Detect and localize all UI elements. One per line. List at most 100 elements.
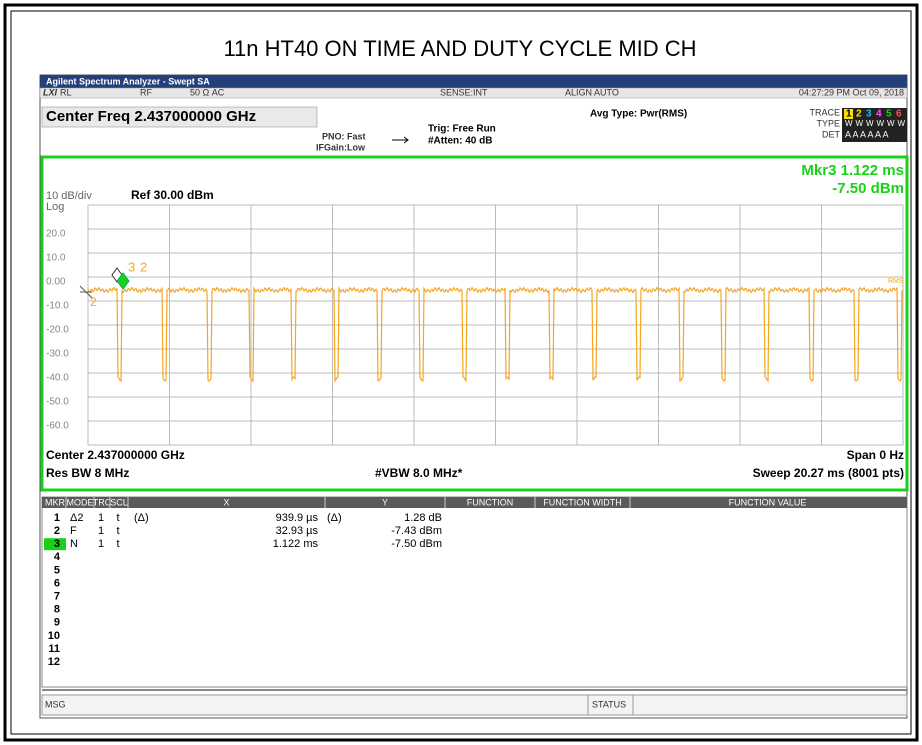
cell-scl: t [116, 512, 119, 524]
footer-res-bw: Res BW 8 MHz [46, 466, 129, 480]
marker-table [41, 496, 908, 688]
y-label: -10.0 [46, 301, 69, 312]
column-header: MKR [45, 497, 66, 507]
footer-center: Center 2.437000000 GHz [46, 448, 185, 462]
cell-mkr: 11 [48, 643, 60, 655]
cell-mkr: 7 [54, 591, 60, 603]
trace-label: TRACE [809, 107, 840, 117]
cell-trc: 1 [98, 525, 104, 537]
rl: RL [60, 87, 72, 97]
trace [87, 286, 904, 383]
separator [42, 689, 907, 691]
status: STATUS [592, 699, 626, 709]
cell-x: 939.9 µs [276, 512, 319, 524]
column-header: Y [382, 497, 388, 507]
trace-num: 5 [886, 109, 892, 120]
cell-x-ref: (Δ) [134, 512, 149, 524]
datetime: 04:27:29 PM Oct 09, 2018 [799, 87, 904, 97]
cell-mkr: 5 [54, 564, 60, 576]
trace-num: 3 [866, 109, 872, 120]
cell-scl: t [116, 538, 119, 550]
table-header-bg [42, 497, 907, 508]
message-bar [41, 694, 908, 716]
cell-mkr: 2 [54, 525, 60, 537]
y-label: -50.0 [46, 397, 69, 408]
trig-arrow [392, 136, 409, 144]
logo: LXI [43, 87, 58, 97]
cell-mode: Δ2 [70, 512, 83, 524]
plot-frame [40, 155, 909, 492]
y-label: -60.0 [46, 421, 69, 432]
center-freq-box [41, 106, 318, 128]
cell-y-ref: (Δ) [327, 512, 342, 524]
cell-mkr: 8 [54, 604, 60, 616]
cell-mkr: 10 [48, 630, 60, 642]
ifgain: IFGain:Low [316, 142, 366, 152]
cell-scl: t [116, 525, 119, 537]
y-label: -30.0 [46, 349, 69, 360]
trig: Trig: Free Run [428, 124, 496, 135]
y-label: -40.0 [46, 373, 69, 384]
row-highlight [44, 538, 66, 551]
column-header: FUNCTION [467, 497, 514, 507]
cell-x: 1.122 ms [273, 538, 319, 550]
status-bar [39, 87, 908, 99]
marker-arrow [79, 285, 93, 299]
cell-mkr: 12 [48, 656, 60, 668]
marker-tag: 3 [128, 259, 135, 274]
inner-border [10, 10, 912, 735]
avg-type: Avg Type: Pwr(RMS) [590, 109, 687, 120]
align: ALIGN AUTO [565, 87, 619, 97]
title: 11n HT40 ON TIME AND DUTY CYCLE MID CH [223, 36, 696, 61]
column-header: FUNCTION WIDTH [543, 497, 622, 507]
footer-vbw: #VBW 8.0 MHz* [375, 466, 463, 480]
trace-tag: RMS [888, 278, 904, 285]
y-label: -20.0 [46, 325, 69, 336]
marker-value: -7.50 dBm [832, 180, 904, 197]
cell-mkr: 6 [54, 577, 60, 589]
det-value: A A A A A A [845, 129, 889, 139]
cell-mkr: 9 [54, 617, 60, 629]
cell-mode: F [70, 525, 77, 537]
trace-num-bg [844, 109, 853, 119]
scale: 10 dB/div [46, 190, 92, 202]
ref: Ref 30.00 dBm [131, 188, 214, 202]
marker-readout: Mkr3 1.122 ms [801, 162, 904, 179]
app-title-bar [40, 75, 907, 88]
marker-active [116, 272, 130, 290]
cell-y: 1.28 dB [404, 512, 442, 524]
impedance: 50 Ω AC [190, 87, 225, 97]
center-freq: Center Freq 2.437000000 GHz [46, 108, 256, 125]
atten: #Atten: 40 dB [428, 136, 492, 147]
cell-trc: 1 [98, 538, 104, 550]
type-label: TYPE [816, 118, 840, 128]
cell-mkr: 3 [54, 538, 60, 550]
cell-mkr: 1 [54, 512, 60, 524]
cell-x: 32.93 µs [276, 525, 319, 537]
outer-border [3, 3, 919, 742]
trace-num: 2 [856, 109, 862, 120]
log: Log [46, 201, 64, 213]
column-header: SCL [110, 497, 128, 507]
column-header: TRC [93, 497, 112, 507]
cell-y: -7.50 dBm [391, 538, 442, 550]
app-title: Agilent Spectrum Analyzer - Swept SA [46, 76, 210, 86]
column-header: FUNCTION VALUE [729, 497, 807, 507]
det-label: DET [822, 129, 841, 139]
footer-span: Span 0 Hz [847, 448, 904, 462]
marker-tag: 2 [140, 259, 147, 274]
cell-mkr: 4 [54, 551, 61, 563]
sense: SENSE:INT [440, 87, 488, 97]
column-header: MODE [67, 497, 94, 507]
marker-tag: 2 [90, 295, 97, 309]
pno: PNO: Fast [322, 131, 366, 141]
y-label: 10.0 [46, 253, 66, 264]
cell-y: -7.43 dBm [391, 525, 442, 537]
cell-mode: N [70, 538, 78, 550]
column-header: X [223, 497, 229, 507]
y-label: 20.0 [46, 229, 66, 240]
y-label: 0.00 [46, 277, 66, 288]
cell-trc: 1 [98, 512, 104, 524]
trace-num: 4 [876, 109, 882, 120]
